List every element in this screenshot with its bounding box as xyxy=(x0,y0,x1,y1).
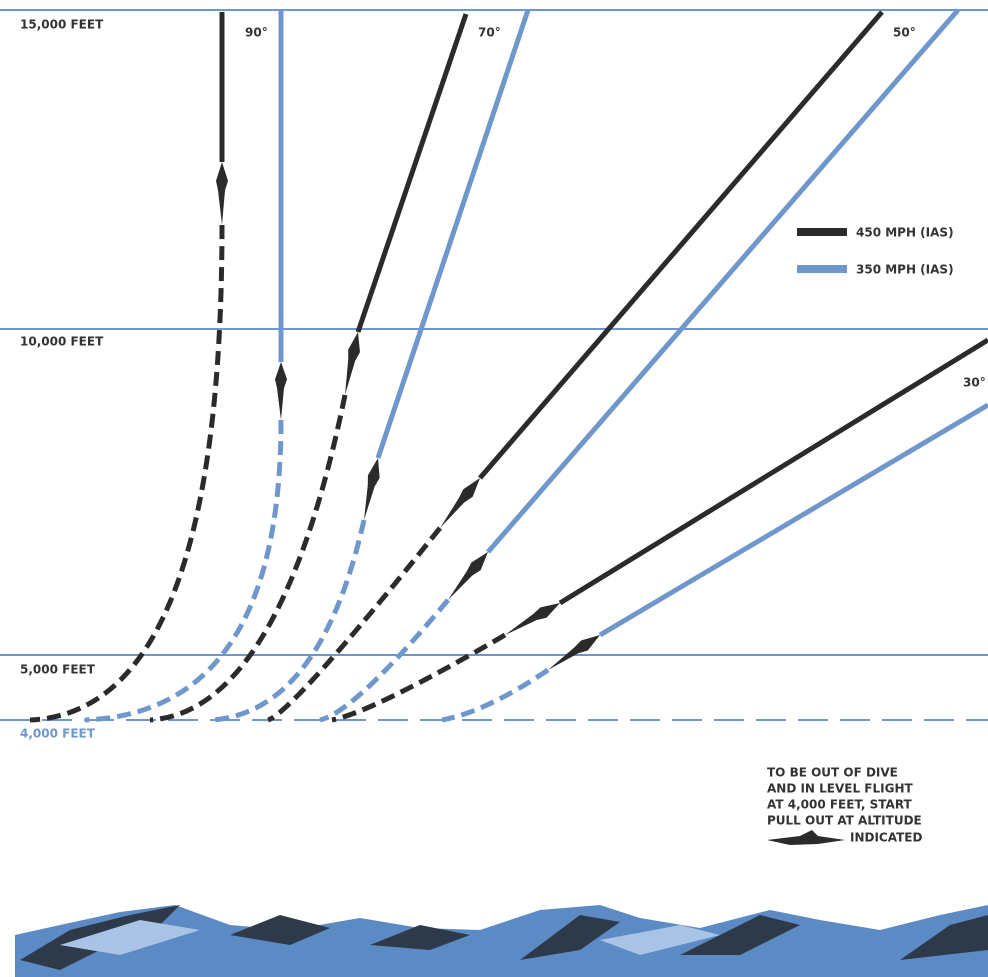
altitude-label: 10,000 FEET xyxy=(20,335,104,349)
dive-line xyxy=(488,10,958,552)
pullout-curve xyxy=(442,670,548,720)
note-line: AND IN LEVEL FLIGHT xyxy=(767,782,914,796)
angle-label: 70° xyxy=(478,26,501,40)
plane-icon xyxy=(275,362,287,420)
plane-icon xyxy=(358,457,384,522)
dive-line xyxy=(358,14,466,332)
angle-label: 90° xyxy=(245,26,268,40)
note-line: INDICATED xyxy=(850,831,922,845)
plane-icon xyxy=(767,830,845,845)
pullout-curve xyxy=(268,528,440,720)
note-line: PULL OUT AT ALTITUDE xyxy=(767,814,922,828)
pullout-curve xyxy=(150,395,345,720)
mountains xyxy=(15,905,988,977)
plane-icon xyxy=(502,598,563,640)
legend-swatch xyxy=(797,265,847,273)
angle-label: 50° xyxy=(893,26,916,40)
dive-line xyxy=(600,405,988,635)
altitude-label: 4,000 FEET xyxy=(20,727,96,741)
pullout-curve xyxy=(212,520,364,720)
plane-icon xyxy=(216,162,228,225)
altitude-label: 15,000 FEET xyxy=(20,18,104,32)
legend-label: 350 MPH (IAS) xyxy=(856,263,954,277)
angle-label: 30° xyxy=(963,376,986,390)
dive-line xyxy=(560,340,988,603)
legend-label: 450 MPH (IAS) xyxy=(856,226,954,240)
legend-swatch xyxy=(797,228,847,236)
plane-icon xyxy=(545,630,604,675)
altitude-label: 5,000 FEET xyxy=(20,663,96,677)
pullout-curve xyxy=(332,635,505,720)
note-line: TO BE OUT OF DIVE xyxy=(767,766,898,780)
plane-icon xyxy=(443,548,492,604)
plane-icon xyxy=(435,474,484,531)
pullout-curve xyxy=(30,225,222,720)
note-line: AT 4,000 FEET, START xyxy=(767,798,913,812)
plane-icon xyxy=(339,331,364,396)
dive-line xyxy=(480,12,882,478)
dive-line xyxy=(378,10,528,458)
dive-paths xyxy=(30,10,988,720)
dive-diagram: 15,000 FEET 10,000 FEET 5,000 FEET 4,000… xyxy=(0,0,988,977)
